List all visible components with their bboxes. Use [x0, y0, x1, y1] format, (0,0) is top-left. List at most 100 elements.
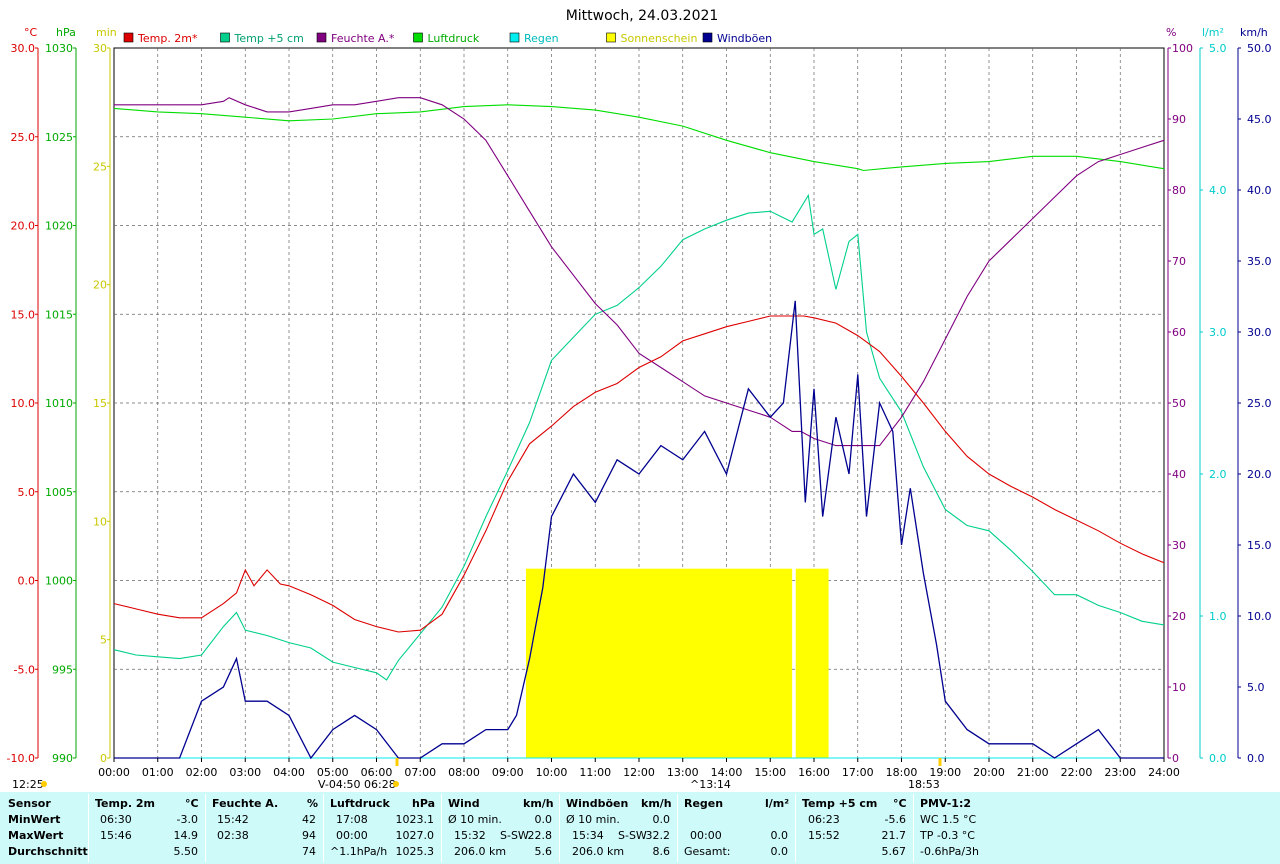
legend-swatch	[220, 32, 230, 43]
axis-tick-wind: 15.0	[1247, 539, 1272, 552]
axis-tick-press: 1015	[45, 308, 73, 321]
axis-tick-hum: 70	[1172, 255, 1186, 268]
axis-tick-rain: 5.0	[1209, 42, 1227, 55]
stats-temp2m-max-time: 15:46	[100, 829, 132, 842]
axis-tick-press: 1020	[45, 220, 73, 233]
axis-tick-sun: 20	[93, 279, 107, 292]
axis-tick-wind: 50.0	[1247, 42, 1272, 55]
x-tick-label: 22:00	[1061, 766, 1093, 779]
stats-luftdruck-trend: ^1.1hPa/h	[330, 845, 388, 858]
x-tick-label: 10:00	[536, 766, 568, 779]
stats-temp5-min-time: 06:23	[808, 813, 840, 826]
axis-tick-sun: 0	[100, 752, 107, 765]
stats-temp5-min: -5.6	[884, 813, 906, 826]
stats-wind-r2-dir: S-SW	[500, 829, 529, 842]
series-line-temp-5-cm	[113, 193, 1165, 681]
axis-tick-rain: 2.0	[1209, 468, 1227, 481]
stats-luftdruck-min-time: 17:08	[336, 813, 368, 826]
legend-label: Regen	[524, 32, 559, 45]
axis-unit-wind: km/h	[1240, 26, 1268, 39]
annotations: 12:25 V-04:50 06:28 ^13:14 18:53	[12, 758, 942, 791]
stats-regen-r3-val: 0.0	[770, 845, 789, 858]
x-tick-label: 03:00	[229, 766, 261, 779]
sun-marker-icon	[393, 781, 399, 787]
stats-regen-unit: l/m²	[765, 797, 790, 810]
stats-pmv-r1: WC 1.5 °C	[920, 813, 977, 826]
stats-windboeen-r1-label: Ø 10 min.	[566, 813, 620, 826]
stats-label-sensor: Sensor	[8, 797, 51, 810]
stats-regen-r3-label: Gesamt:	[684, 845, 731, 858]
stats-feuchte-avg: 74	[302, 845, 316, 858]
stats-windboeen-r2-val: 32.2	[645, 829, 671, 842]
axis-unit-sun: min	[96, 26, 117, 39]
annotation-sunset: 18:53	[908, 778, 940, 791]
stats-windboeen-r1-val: 0.0	[652, 813, 671, 826]
stats-wind-unit: km/h	[523, 797, 554, 810]
annotation-sunrise: V-04:50	[318, 778, 361, 791]
weather-chart: Mittwoch, 24.03.2021 Temp. 2m* Temp +5 cm…	[7, 8, 1272, 791]
sunshine-bar	[795, 568, 829, 758]
axes: °C 30.0 25.0 20.0 15.0 10.0 5.0 0.0 -5.0 -10.0 hPa…	[7, 26, 1272, 765]
series-line-temp-2m-	[113, 315, 1165, 633]
axis-tick-temp: 20.0	[11, 220, 36, 233]
stats-feuchte-min-time: 15:42	[217, 813, 249, 826]
x-tick-label: 12:00	[623, 766, 655, 779]
x-tick-label: 13:00	[667, 766, 699, 779]
axis-tick-sun: 30	[93, 42, 107, 55]
legend: Temp. 2m* Temp +5 cm Feuchte A.* Luftdruck R…	[123, 32, 772, 45]
series-line-luftdruck	[113, 104, 1165, 172]
x-tick-label: 21:00	[1017, 766, 1049, 779]
stats-temp2m-title: Temp. 2m	[95, 797, 155, 810]
stats-windboeen-r3-label: 206.0 km	[572, 845, 625, 858]
stats-wind-title: Wind	[448, 797, 480, 810]
x-tick-label: 08:00	[448, 766, 480, 779]
axis-tick-press: 1010	[45, 397, 73, 410]
legend-label: Windböen	[717, 32, 772, 45]
stats-wind-r1-label: Ø 10 min.	[448, 813, 502, 826]
axis-tick-temp: 5.0	[18, 486, 36, 499]
stats-temp2m-avg: 5.50	[173, 845, 199, 858]
stats-label-min: MinWert	[8, 813, 61, 826]
stats-windboeen-r3-val: 8.6	[652, 845, 671, 858]
axis-tick-wind: 0.0	[1247, 752, 1265, 765]
axis-tick-hum: 10	[1172, 681, 1186, 694]
stats-temp5-title: Temp +5 cm	[802, 797, 878, 810]
stats-label-avg: Durchschnitt	[8, 845, 88, 858]
stats-feuchte-min: 42	[302, 813, 316, 826]
legend-swatch	[509, 32, 520, 43]
axis-unit-press: hPa	[56, 26, 76, 39]
axis-tick-press: 1025	[45, 131, 73, 144]
x-tick-label: 19:00	[929, 766, 961, 779]
stats-temp5-unit: °C	[893, 797, 907, 810]
stats-wind-r2-val: 22.8	[527, 829, 553, 842]
axis-tick-temp: 30.0	[11, 42, 36, 55]
x-tick-label: 11:00	[579, 766, 611, 779]
stats-regen-r2-time: 00:00	[690, 829, 722, 842]
stats-temp2m-min-time: 06:30	[100, 813, 132, 826]
legend-swatch	[606, 32, 616, 43]
axis-tick-wind: 25.0	[1247, 397, 1272, 410]
stats-windboeen-unit: km/h	[641, 797, 672, 810]
stats-temp2m-min: -3.0	[176, 813, 198, 826]
stats-feuchte-max: 94	[302, 829, 316, 842]
x-tick-label: 00:00	[98, 766, 130, 779]
axis-tick-rain: 3.0	[1209, 326, 1227, 339]
stats-panel: Sensor MinWert MaxWert Durchschnitt Temp…	[0, 792, 1280, 864]
x-tick-label: 04:00	[273, 766, 305, 779]
legend-label: Temp. 2m*	[137, 32, 198, 45]
stats-label-max: MaxWert	[8, 829, 64, 842]
axis-tick-sun: 10	[93, 515, 107, 528]
x-axis: 00:00 01:00 02:00 03:00 04:00 05:00 06:00 07:00…	[98, 758, 1180, 779]
axis-tick-temp: 10.0	[11, 397, 36, 410]
chart-title: Mittwoch, 24.03.2021	[566, 8, 719, 24]
axis-tick-hum: 40	[1172, 468, 1186, 481]
x-tick-label: 15:00	[754, 766, 786, 779]
stats-wind-r3-label: 206.0 km	[454, 845, 507, 858]
stats-luftdruck-min: 1023.1	[395, 813, 435, 826]
axis-tick-press: 995	[52, 663, 73, 676]
stats-feuchte-max-time: 02:38	[217, 829, 249, 842]
axis-tick-temp: 15.0	[11, 308, 36, 321]
stats-luftdruck-max: 1027.0	[395, 829, 435, 842]
x-tick-label: 18:00	[886, 766, 918, 779]
axis-tick-hum: 20	[1172, 610, 1186, 623]
